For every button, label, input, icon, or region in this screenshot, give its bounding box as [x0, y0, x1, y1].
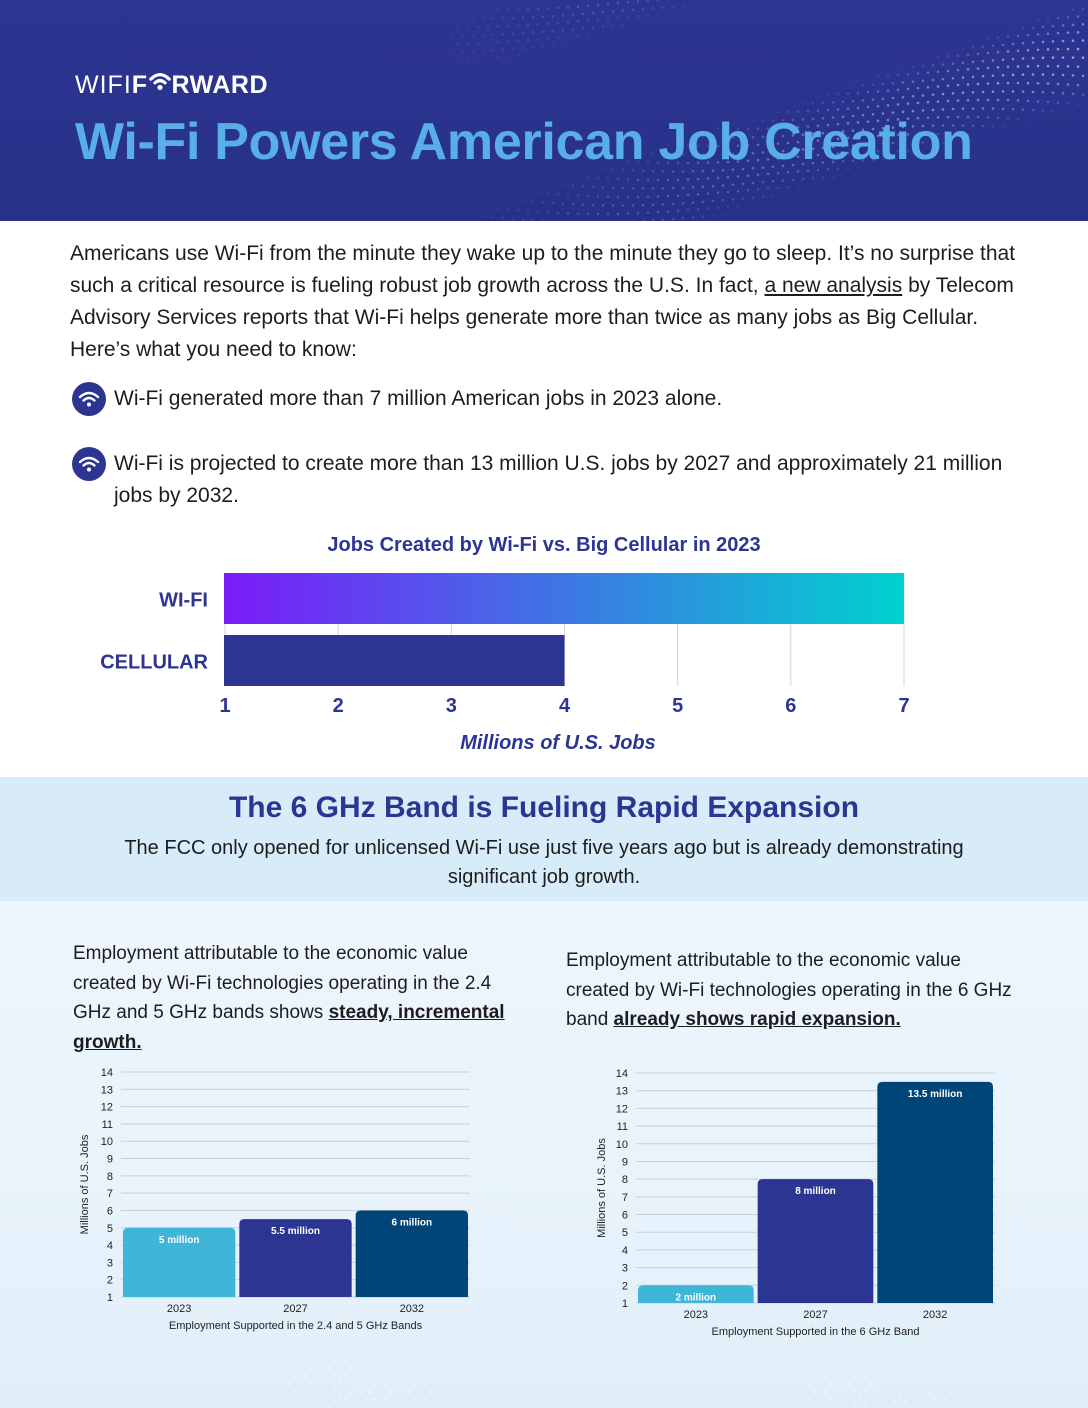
data-label: 6 million — [392, 1217, 433, 1228]
bar-2023 — [638, 1285, 754, 1303]
y-tick-label: 3 — [107, 1257, 113, 1269]
data-label: 2 million — [676, 1292, 717, 1303]
x-axis-label: Employment Supported in the 6 GHz Band — [712, 1326, 920, 1338]
x-tick-label: 7 — [898, 695, 909, 717]
left-column-body: Employment attributable to the economic … — [73, 943, 492, 1023]
jobs-comparison-chart: WI-FI CELLULAR 1 2 3 4 5 6 7 Millions of U.S. Job… — [100, 573, 910, 754]
y-axis-label: Millions of U.S. Jobs — [79, 1134, 91, 1234]
x-axis-label: Employment Supported in the 2.4 and 5 GH… — [169, 1320, 423, 1332]
y-tick-label: 1 — [107, 1292, 113, 1304]
y-tick-label: 6 — [107, 1205, 113, 1217]
right-column-emphasis: already shows rapid expansion. — [613, 1009, 901, 1030]
left-column-text: Employment attributable to the economic … — [73, 939, 523, 1057]
wifi-icon — [72, 447, 106, 481]
y-axis-label: Millions of U.S. Jobs — [596, 1138, 608, 1238]
band-section: The 6 GHz Band is Fueling Rapid Expansio… — [0, 777, 1088, 901]
x-tick-label: 4 — [559, 695, 571, 717]
category-label: CELLULAR — [100, 652, 208, 674]
y-tick-label: 7 — [622, 1192, 628, 1204]
category-label: WI-FI — [159, 590, 208, 612]
y-tick-label: 13 — [616, 1086, 628, 1098]
y-tick-label: 12 — [101, 1102, 113, 1114]
data-label: 5 million — [159, 1235, 200, 1246]
y-tick-label: 5 — [622, 1227, 628, 1239]
y-tick-label: 10 — [616, 1139, 628, 1151]
x-tick-label: 2032 — [400, 1303, 424, 1315]
y-tick-label: 4 — [107, 1240, 113, 1252]
y-tick-label: 14 — [616, 1068, 628, 1080]
intro-text-1: Americans use Wi-Fi from the minute they… — [70, 242, 1016, 297]
x-tick-label: 2027 — [283, 1303, 307, 1315]
y-tick-label: 10 — [101, 1136, 113, 1148]
jobs-chart-title: Jobs Created by Wi-Fi vs. Big Cellular i… — [327, 534, 761, 556]
x-tick-label: 1 — [219, 695, 230, 717]
right-column-body: Employment attributable to the economic … — [566, 950, 1012, 1030]
logo-wifi-icon — [148, 72, 171, 90]
bullet-text: Wi-Fi is projected to create more than 1… — [114, 452, 1003, 507]
y-tick-label: 1 — [622, 1298, 628, 1310]
left-column-emphasis: steady, incremental growth. — [73, 1002, 505, 1053]
intro-text-2: by Telecom Advisory Services reports tha… — [70, 274, 1014, 361]
x-tick-label: 2023 — [684, 1309, 708, 1321]
page-title: Wi-Fi Powers American Job Creation — [75, 113, 973, 171]
bar-2032 — [877, 1081, 993, 1303]
x-tick-label: 5 — [672, 695, 683, 717]
intro-paragraph: Americans use Wi-Fi from the minute they… — [70, 238, 1020, 366]
data-label: 8 million — [795, 1186, 836, 1197]
x-tick-label: 6 — [785, 695, 796, 717]
x-tick-label: 2027 — [803, 1309, 827, 1321]
logo-text-forward: F RWARD — [131, 70, 269, 99]
y-tick-label: 8 — [107, 1171, 113, 1183]
y-tick-label: 6 — [622, 1210, 628, 1222]
y-tick-label: 3 — [622, 1263, 628, 1275]
data-label: 13.5 million — [908, 1089, 962, 1100]
y-tick-label: 4 — [622, 1245, 628, 1257]
bar-2032 — [355, 1210, 468, 1297]
y-tick-label: 11 — [617, 1121, 628, 1133]
bar-2027 — [757, 1179, 874, 1303]
bullet-item: Wi-Fi is projected to create more than 1… — [72, 447, 1014, 512]
y-tick-label: 12 — [616, 1103, 628, 1115]
logo-text-wifi: WIFI — [75, 70, 132, 99]
bullet-text: Wi-Fi generated more than 7 million Amer… — [114, 387, 723, 410]
x-tick-label: 2 — [333, 695, 344, 717]
bar-2023 — [123, 1227, 236, 1297]
y-tick-label: 5 — [107, 1223, 113, 1235]
band-paragraph: The FCC only opened for unlicensed Wi-Fi… — [124, 837, 964, 888]
header-dot-pattern — [446, 0, 1085, 221]
x-tick-label: 2023 — [167, 1303, 191, 1315]
bar-2027 — [239, 1219, 352, 1297]
analysis-link[interactable]: a new analysis — [764, 274, 903, 297]
y-tick-label: 2 — [622, 1280, 628, 1292]
y-tick-label: 9 — [622, 1156, 628, 1168]
y-tick-label: 11 — [102, 1119, 113, 1131]
bar-wi-fi — [224, 573, 904, 624]
band-heading: The 6 GHz Band is Fueling Rapid Expansio… — [228, 791, 860, 824]
right-column-text: Employment attributable to the economic … — [566, 946, 1016, 1035]
data-label: 5.5 million — [271, 1226, 320, 1237]
y-tick-label: 13 — [101, 1084, 113, 1096]
wifi-icon — [72, 382, 106, 416]
x-axis-label: Millions of U.S. Jobs — [460, 732, 656, 754]
x-tick-label: 2032 — [923, 1309, 947, 1321]
y-tick-label: 9 — [107, 1154, 113, 1166]
header-banner: WIFI F RWARD Wi-Fi Powers American Job Cr… — [0, 0, 1088, 221]
x-tick-label: 3 — [446, 695, 457, 717]
bullet-item: Wi-Fi generated more than 7 million Amer… — [72, 382, 1014, 416]
y-tick-label: 2 — [107, 1275, 113, 1287]
y-tick-label: 8 — [622, 1174, 628, 1186]
wififorward-logo: WIFI F RWARD — [75, 70, 268, 100]
bar-cellular — [224, 635, 565, 686]
y-tick-label: 7 — [107, 1188, 113, 1200]
y-tick-label: 14 — [101, 1067, 113, 1079]
